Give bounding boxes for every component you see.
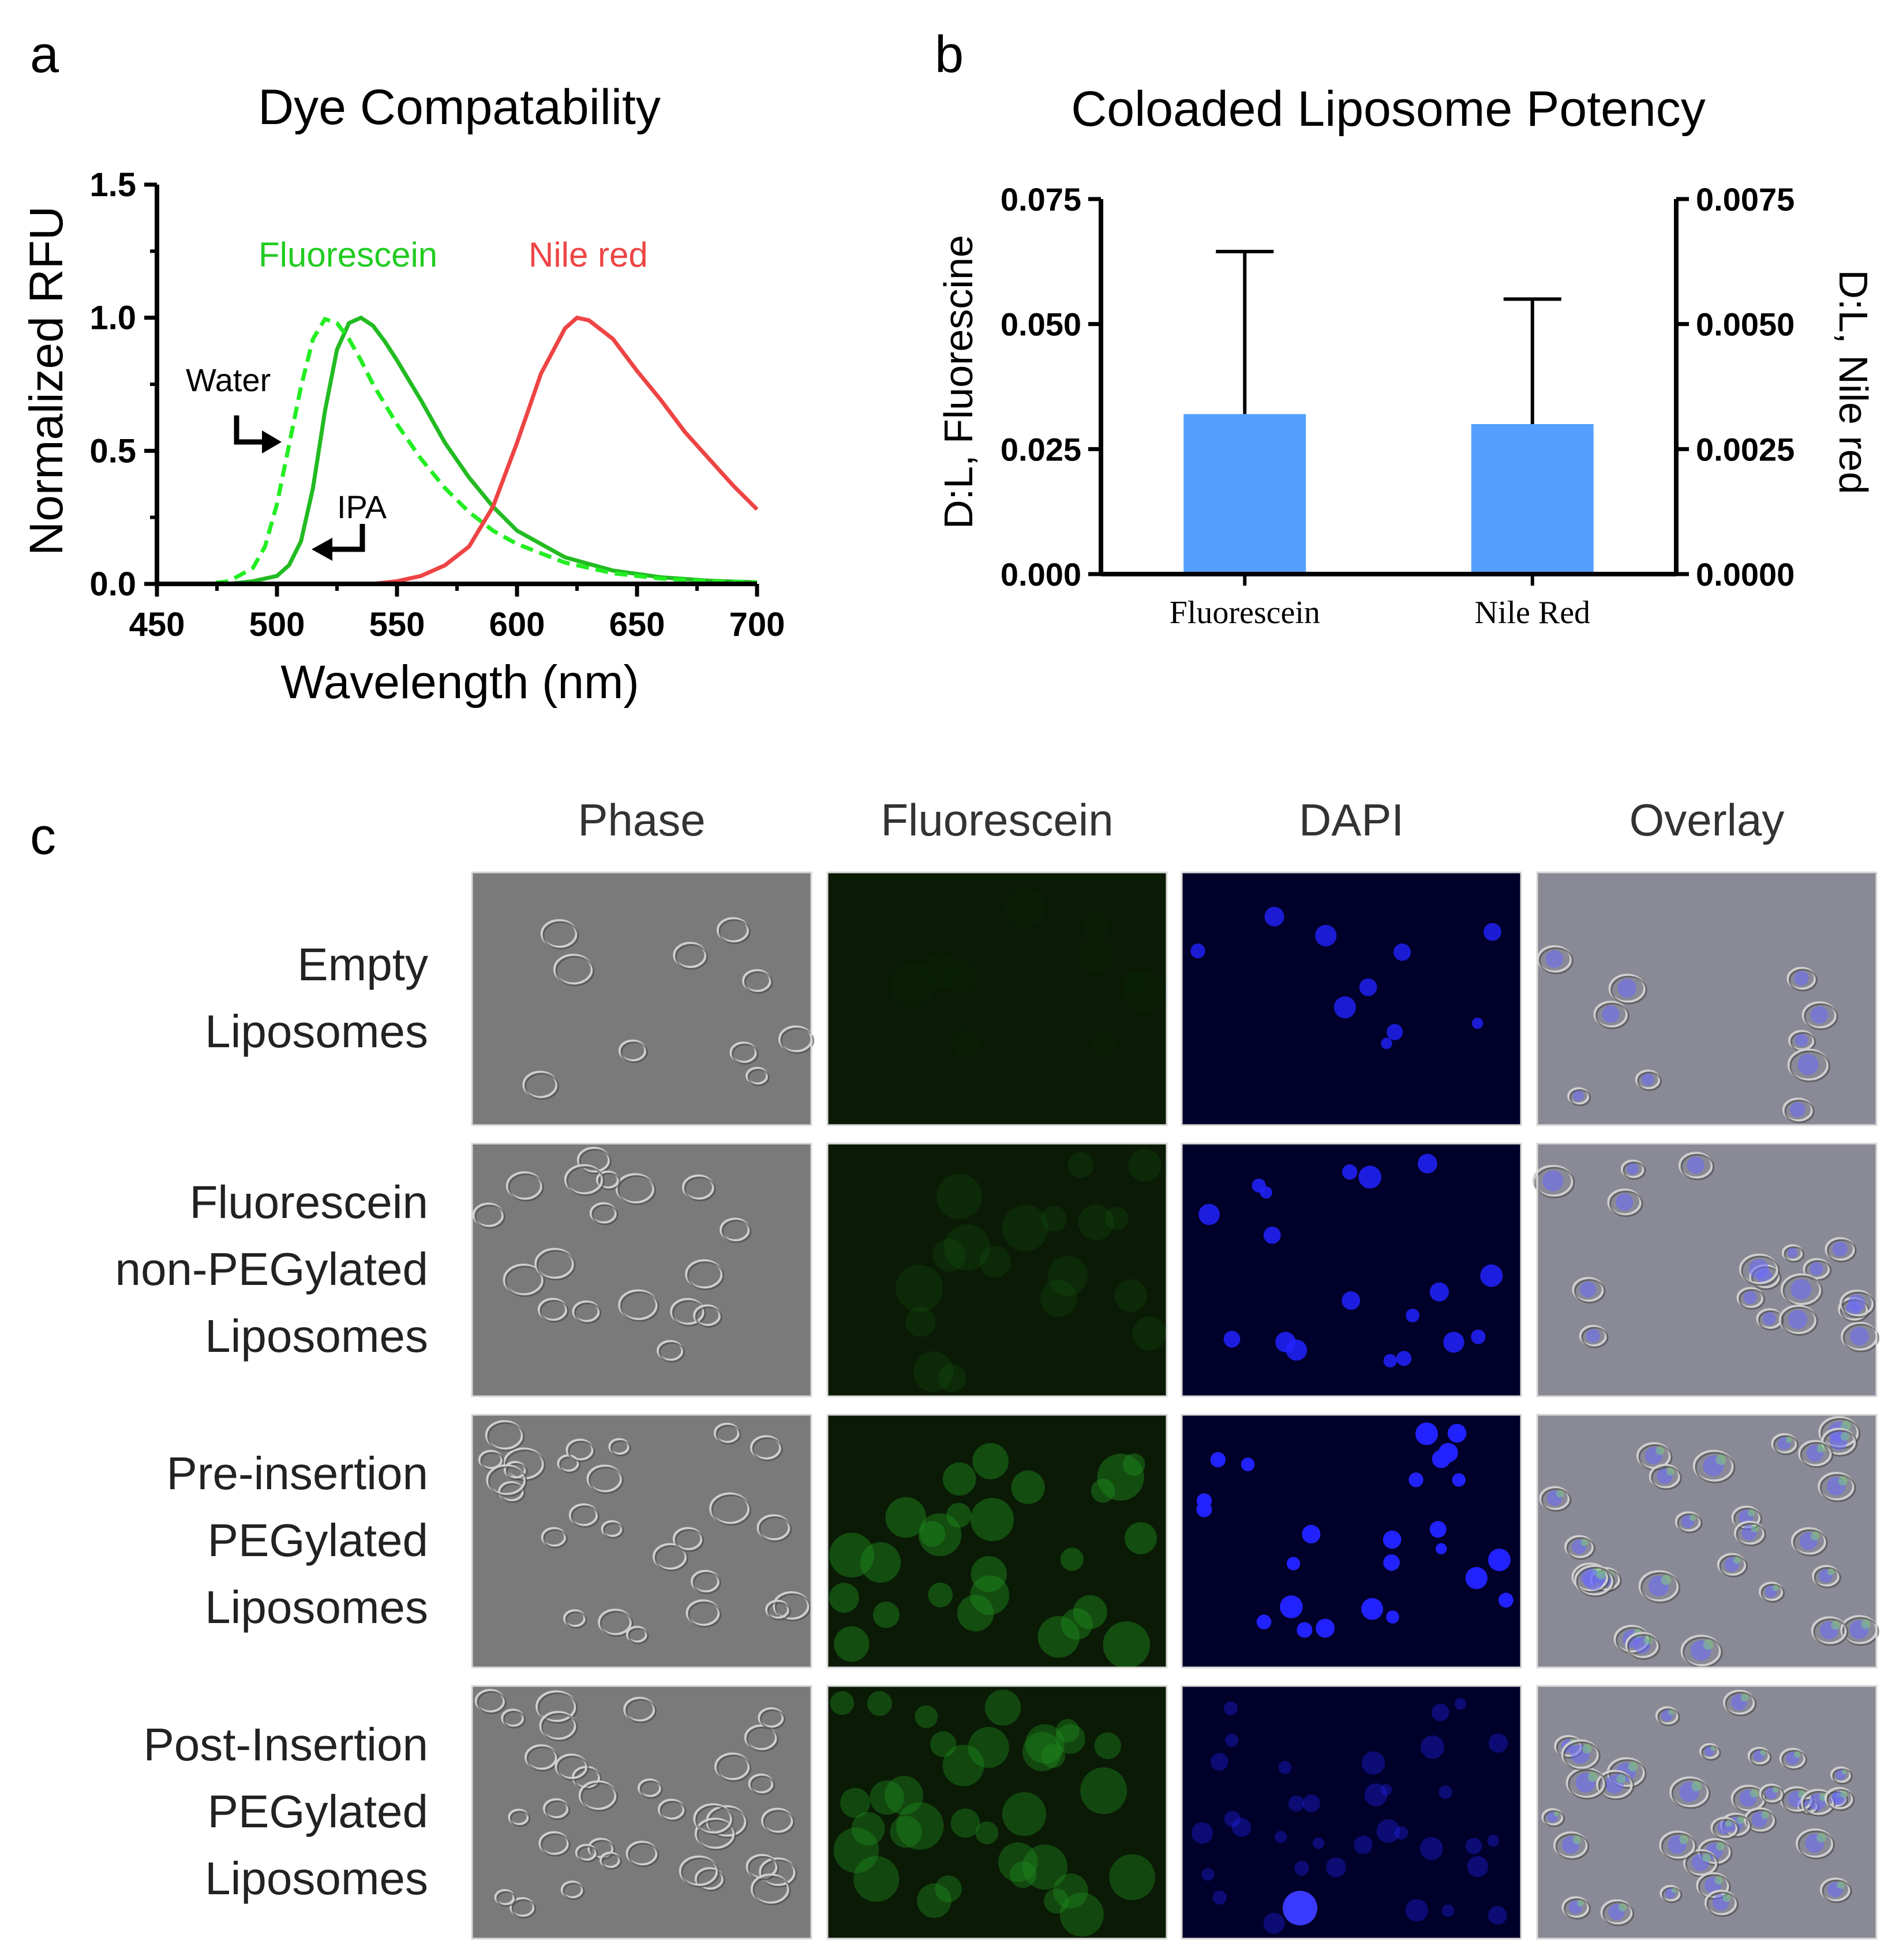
chart-a-ylabel: Normalized RFU [20, 206, 73, 556]
panel-c-letter: c [30, 808, 56, 865]
row-label: Liposomes [205, 1853, 428, 1904]
chart-a-x-tick-label: 500 [249, 606, 305, 643]
ipa-arrow-icon [312, 524, 365, 561]
row-label: Empty [297, 939, 428, 990]
chart-b-ylabel-right: D:L, Nile red [1831, 269, 1876, 494]
chart-a-title: Dye Compatability [258, 80, 661, 135]
chart-a-curves [157, 315, 759, 586]
micrograph-phase [471, 1685, 812, 1940]
bar-0 [1183, 414, 1306, 574]
fluorescein-series-label: Fluorescein [259, 235, 437, 274]
chart-b-ylabel-left: D:L, Fluorescine [936, 235, 981, 529]
chart-a-x-tick-label: 600 [489, 606, 545, 643]
micrograph-fluorescein [826, 1685, 1168, 1940]
micrograph-dapi [1181, 1414, 1522, 1669]
row-label: PEGylated [208, 1786, 428, 1837]
row-label: Pre-insertion [166, 1448, 428, 1499]
micrograph-phase [471, 1142, 812, 1397]
water-label: Water [186, 362, 271, 398]
chart-b-category-label: Nile Red [1474, 595, 1590, 631]
micrograph-fluorescein [826, 1414, 1168, 1669]
spectrum-line-0 [157, 315, 758, 586]
ipa-label: IPA [337, 489, 387, 525]
row-label: Post-Insertion [143, 1719, 428, 1770]
row-label: Liposomes [205, 1006, 428, 1057]
chart-a-y-tick-label: 0.5 [89, 432, 136, 470]
micrograph-dapi [1181, 1685, 1522, 1940]
micrograph-overlay [1536, 871, 1878, 1126]
chart-b-title: Coloaded Liposome Potency [1071, 81, 1706, 137]
micrograph-phase [471, 871, 815, 1126]
chart-b-right-tick-label: 0.0075 [1696, 181, 1795, 218]
micrograph-phase [471, 1414, 812, 1669]
chart-a-axes: 450 500 550 600 650 700 0.0 0.5 1.0 1.5 [89, 166, 785, 643]
chart-a-x-tick-label: 650 [609, 606, 665, 643]
bar-1 [1471, 424, 1594, 574]
column-header: Fluorescein [881, 795, 1113, 845]
chart-b-left-tick-label: 0.075 [1001, 181, 1081, 218]
column-header: Overlay [1629, 795, 1785, 845]
column-header: Phase [578, 795, 705, 845]
chart-a-y-tick-label: 0.0 [89, 565, 136, 603]
spectrum-line-2 [157, 315, 759, 586]
column-header: DAPI [1299, 795, 1404, 845]
micrograph-overlay [1536, 1685, 1878, 1940]
chart-b-right-tick-label: 0.0000 [1696, 556, 1795, 593]
panel-b-letter: b [935, 26, 964, 84]
chart-b-left-tick-label: 0.025 [1001, 431, 1081, 467]
chart-b-left-tick-label: 0.050 [1001, 306, 1081, 343]
micrograph-overlay [1532, 1142, 1879, 1397]
row-label: non-PEGylated [115, 1243, 428, 1295]
micrograph-overlay [1536, 1414, 1879, 1669]
chart-a-x-tick-label: 700 [729, 606, 785, 643]
chart-b-category-label: Fluorescein [1170, 595, 1320, 631]
chart-b-right-tick-label: 0.0025 [1696, 431, 1795, 467]
micrograph-fluorescein [826, 871, 1168, 1126]
row-label: Fluorescein [189, 1176, 428, 1228]
chart-a-x-tick-label: 450 [129, 606, 185, 643]
row-label: Liposomes [205, 1582, 428, 1633]
chart-a: Dye Compatability 450 500 550 600 650 700 0.0 0… [20, 80, 785, 709]
row-label: PEGylated [208, 1515, 428, 1566]
chart-b: Coloaded Liposome Potency Fluorescein Nil… [936, 81, 1876, 631]
chart-b-axes: 0.000 0.025 0.050 0.075 0.0000 0.0025 0.0050 0.… [1001, 181, 1795, 593]
row-label: Liposomes [205, 1310, 428, 1362]
panel-a-letter: a [30, 26, 59, 84]
chart-a-y-tick-label: 1.0 [89, 299, 136, 337]
chart-b-right-tick-label: 0.0050 [1696, 306, 1795, 343]
chart-b-bars: Fluorescein Nile Red [1170, 250, 1594, 631]
water-arrow-icon [234, 415, 282, 454]
chart-a-y-tick-label: 1.5 [89, 166, 136, 204]
chart-a-x-tick-label: 550 [369, 606, 425, 643]
micrograph-dapi [1181, 1142, 1522, 1397]
spectrum-line-1 [157, 316, 758, 586]
micrograph-fluorescein [826, 1142, 1168, 1397]
nile-red-series-label: Nile red [529, 235, 648, 274]
micrograph-grid: Phase Fluorescein DAPI Overlay Empty Liposome… [115, 795, 1879, 1940]
micrograph-dapi [1181, 871, 1522, 1126]
chart-b-left-tick-label: 0.000 [1001, 556, 1081, 593]
chart-a-xlabel: Wavelength (nm) [280, 656, 639, 709]
